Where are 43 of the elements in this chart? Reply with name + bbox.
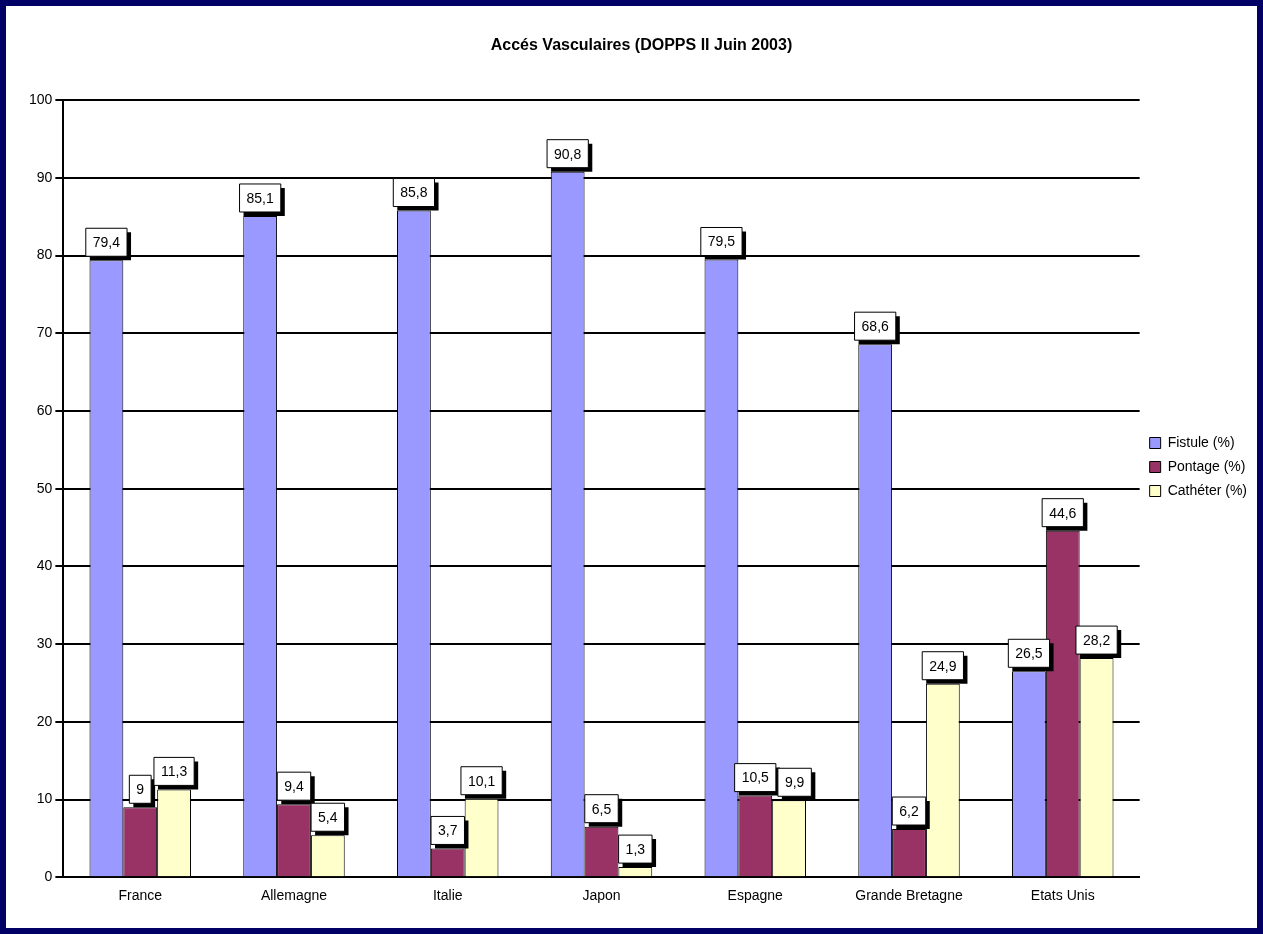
data-label: 10,1 (467, 772, 496, 789)
data-label: 9 (136, 781, 145, 798)
x-tick-label: Espagne (727, 887, 784, 904)
data-label: 9,4 (284, 778, 304, 795)
data-label: 10,5 (741, 769, 770, 786)
data-label: 9,9 (784, 774, 805, 791)
data-label: 11,3 (160, 763, 188, 780)
data-label: 6,2 (899, 802, 919, 819)
data-label: 85,1 (246, 189, 274, 206)
data-label: 5,4 (318, 809, 338, 826)
y-tick-label: 80 (36, 246, 53, 263)
y-tick-label: 30 (36, 634, 53, 651)
data-label: 90,8 (554, 145, 582, 162)
legend-label: Pontage (%) (1167, 457, 1246, 474)
chart-title: Accés Vasculaires (DOPPS II Juin 2003) (490, 36, 793, 54)
x-tick-label: Etats Unis (1030, 887, 1095, 904)
data-label: 26,5 (1015, 645, 1043, 662)
y-tick-label: 20 (36, 712, 53, 729)
data-label: 79,4 (92, 234, 121, 251)
data-label: 44,6 (1049, 504, 1077, 521)
y-tick-label: 70 (36, 324, 53, 341)
y-tick-label: 100 (29, 91, 53, 108)
data-label: 68,6 (861, 318, 890, 335)
y-tick-label: 10 (36, 790, 53, 807)
x-tick-label: France (118, 887, 163, 904)
y-tick-label: 60 (36, 401, 53, 418)
legend-label: Cathéter (%) (1167, 481, 1247, 498)
x-tick-label: Allemagne (260, 887, 328, 904)
data-label: 28,2 (1082, 631, 1111, 648)
data-label: 24,9 (929, 657, 957, 674)
data-label: 85,8 (400, 184, 428, 201)
x-tick-label: Japon (582, 887, 621, 904)
legend-label: Fistule (%) (1167, 433, 1235, 450)
data-label: 1,3 (625, 840, 646, 857)
data-label: 3,7 (438, 822, 458, 839)
data-label: 79,5 (707, 233, 736, 250)
data-label: 6,5 (591, 800, 612, 817)
y-tick-label: 40 (36, 557, 53, 574)
x-tick-label: Grande Bretagne (855, 887, 963, 904)
y-tick-label: 50 (36, 479, 53, 496)
y-tick-label: 90 (36, 168, 53, 185)
y-tick-label: 0 (44, 868, 53, 885)
x-tick-label: Italie (432, 887, 463, 904)
